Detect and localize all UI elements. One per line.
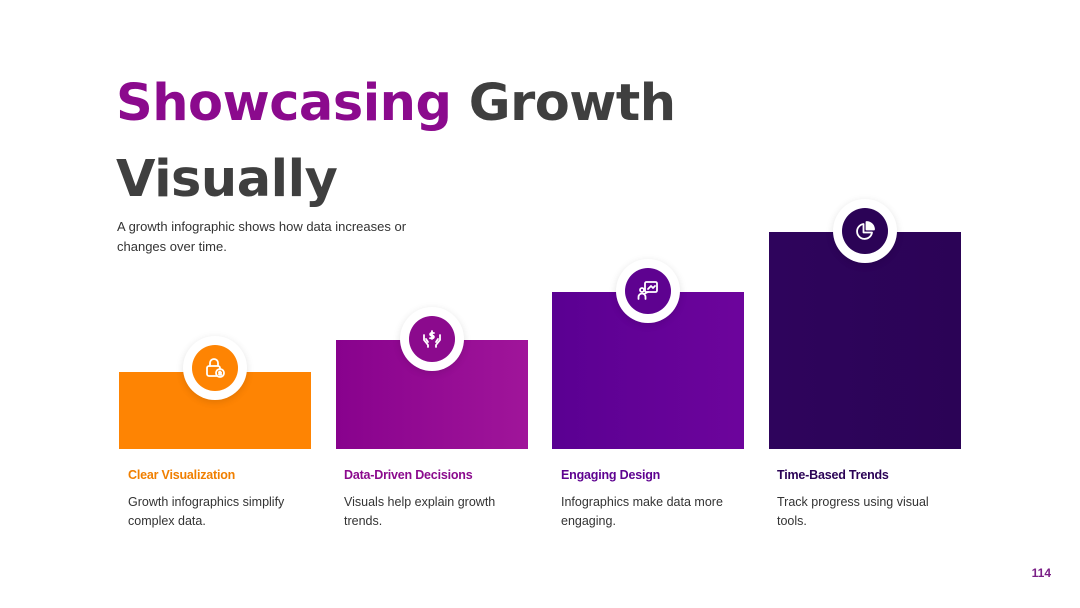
presentation-icon: [637, 281, 658, 300]
page-number: 114: [1031, 566, 1051, 580]
step-title: Data-Driven Decisions: [344, 468, 473, 482]
money-hands-icon: [423, 330, 441, 348]
growth-bar-3: [552, 259, 744, 449]
step-text: Growth infographics simplify complex dat…: [128, 495, 285, 528]
step-card-2: Data-Driven Decisions Visuals help expla…: [344, 467, 529, 531]
step-card-4: Time-Based Trends Track progress using v…: [777, 467, 962, 531]
growth-bar-1: [119, 336, 311, 449]
step-text: Visuals help explain growth trends.: [344, 495, 496, 528]
step-text: Track progress using visual tools.: [777, 495, 929, 528]
badge-2: [400, 307, 464, 371]
step-card-1: Clear Visualization Growth infographics …: [128, 467, 313, 531]
step-title: Clear Visualization: [128, 468, 236, 482]
badge-3: [616, 259, 680, 323]
growth-bar-4: [769, 199, 961, 449]
step-text: Infographics make data more engaging.: [561, 495, 723, 528]
pie-chart-icon: [856, 221, 875, 240]
slide-title: Showcasing Growth Visually: [116, 66, 676, 218]
step-title: Time-Based Trends: [777, 468, 889, 482]
lock-coin-icon: [206, 358, 225, 378]
slide-subtitle: A growth infographic shows how data incr…: [117, 219, 407, 254]
badge-1: [183, 336, 247, 400]
step-title: Engaging Design: [561, 468, 661, 482]
title-rest: Growth Visually: [116, 74, 676, 209]
step-card-3: Engaging Design Infographics make data m…: [561, 467, 746, 531]
title-highlight: Showcasing: [116, 74, 452, 133]
growth-bar-2: [336, 307, 528, 449]
badge-4: [833, 199, 897, 263]
